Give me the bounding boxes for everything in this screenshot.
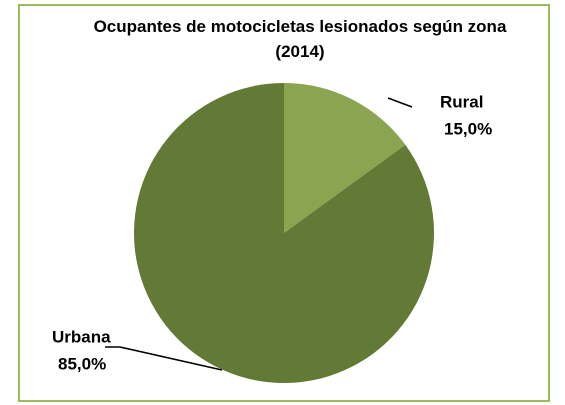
slice-label: Urbana [52,327,111,346]
chart-title: Ocupantes de motocicletas lesionados seg… [93,17,507,61]
leader-line [119,346,223,371]
slice-value-label: 85,0% [58,354,106,373]
slice-value-label: 15,0% [444,119,492,138]
slice-label: Rural [440,92,483,111]
pie-slice [134,83,435,383]
pie-slice [284,83,406,233]
leader-line [387,97,413,108]
